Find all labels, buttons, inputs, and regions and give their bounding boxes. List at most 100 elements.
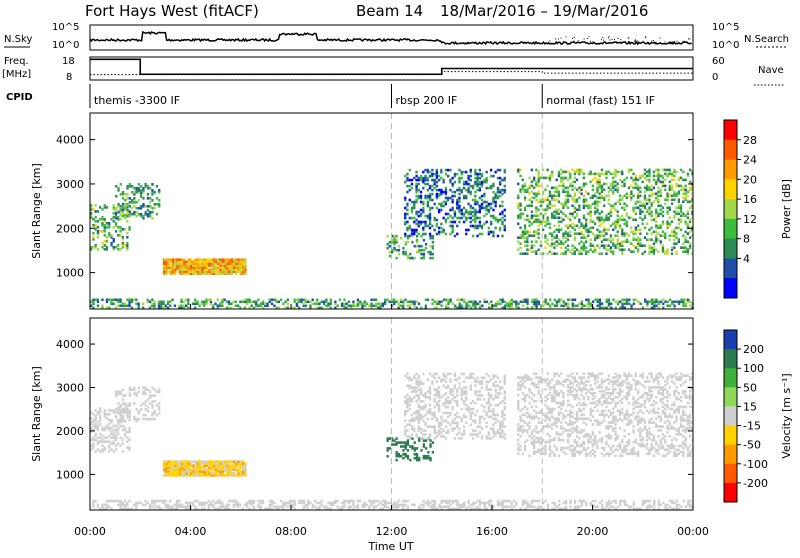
power-echo-cell bbox=[565, 195, 567, 198]
power-echo-cell bbox=[145, 183, 147, 186]
velocity-echo-cell bbox=[409, 404, 411, 407]
power-echo-cell bbox=[447, 217, 449, 220]
power-echo-cell bbox=[553, 187, 555, 190]
power-echo-cell bbox=[619, 203, 621, 206]
velocity-echo-cell bbox=[456, 394, 458, 397]
power-echo-cell bbox=[522, 185, 524, 188]
velocity-echo-cell bbox=[133, 392, 135, 395]
velocity-echo-cell bbox=[504, 437, 506, 440]
power-echo-cell bbox=[642, 219, 644, 222]
power-echo-cell bbox=[565, 231, 567, 234]
power-echo-cell bbox=[522, 305, 524, 308]
power-echo-cell bbox=[590, 205, 592, 208]
power-echo-cell bbox=[528, 185, 530, 188]
power-echo-cell bbox=[479, 197, 481, 200]
power-echo-cell bbox=[476, 201, 478, 204]
power-echo-cell bbox=[592, 244, 594, 247]
power-echo-cell bbox=[560, 203, 562, 206]
velocity-echo-cell bbox=[540, 449, 542, 452]
power-echo-cell bbox=[447, 213, 449, 216]
power-echo-cell bbox=[535, 215, 537, 218]
power-echo-cell bbox=[547, 238, 549, 241]
power-echo-cell bbox=[547, 252, 549, 255]
power-echo-cell bbox=[122, 236, 124, 239]
power-echo-cell bbox=[601, 169, 603, 172]
velocity-echo-cell bbox=[434, 406, 436, 409]
nsearch-point bbox=[584, 38, 585, 39]
power-echo-cell bbox=[474, 191, 476, 194]
velocity-echo-cell bbox=[547, 406, 549, 409]
power-echo-cell bbox=[445, 219, 447, 222]
velocity-echo-cell bbox=[427, 437, 429, 440]
power-echo-cell bbox=[99, 230, 101, 233]
power-echo-cell bbox=[461, 305, 463, 308]
velocity-echo-cell bbox=[97, 440, 99, 443]
velocity-echo-cell bbox=[549, 425, 551, 428]
velocity-echo-cell bbox=[145, 414, 147, 417]
velocity-echo-cell bbox=[120, 410, 122, 413]
power-echo-cell bbox=[434, 179, 436, 182]
nsearch-point bbox=[670, 41, 671, 42]
nsearch-point bbox=[635, 39, 636, 40]
velocity-echo-cell bbox=[235, 474, 237, 477]
power-echo-cell bbox=[596, 229, 598, 232]
velocity-echo-cell bbox=[409, 420, 411, 423]
power-echo-cell bbox=[149, 301, 151, 304]
power-echo-cell bbox=[492, 215, 494, 218]
power-echo-cell bbox=[409, 305, 411, 308]
velocity-echo-cell bbox=[560, 439, 562, 442]
velocity-echo-cell bbox=[445, 406, 447, 409]
power-echo-cell bbox=[95, 299, 97, 302]
power-echo-cell bbox=[348, 305, 350, 308]
power-echo-cell bbox=[560, 173, 562, 176]
velocity-echo-cell bbox=[115, 429, 117, 432]
power-echo-cell bbox=[456, 299, 458, 302]
power-echo-cell bbox=[662, 215, 664, 218]
power-echo-cell bbox=[484, 299, 486, 302]
velocity-echo-cell bbox=[429, 404, 431, 407]
power-echo-cell bbox=[499, 195, 501, 198]
power-echo-cell bbox=[352, 301, 354, 304]
power-echo-cell bbox=[370, 299, 372, 302]
power-echo-cell bbox=[549, 227, 551, 230]
velocity-echo-cell bbox=[133, 387, 135, 390]
power-echo-cell bbox=[461, 177, 463, 180]
power-echo-cell bbox=[535, 250, 537, 253]
power-echo-cell bbox=[533, 219, 535, 222]
power-echo-cell bbox=[133, 299, 135, 302]
power-echo-cell bbox=[603, 183, 605, 186]
power-echo-cell bbox=[569, 250, 571, 253]
power-echo-cell bbox=[454, 181, 456, 184]
power-echo-cell bbox=[567, 199, 569, 202]
velocity-echo-cell bbox=[558, 412, 560, 415]
power-echo-cell bbox=[504, 169, 506, 172]
power-echo-cell bbox=[567, 303, 569, 306]
power-echo-cell bbox=[438, 231, 440, 234]
power-echo-cell bbox=[120, 205, 122, 208]
power-echo-cell bbox=[501, 205, 503, 208]
velocity-echo-cell bbox=[208, 460, 210, 463]
velocity-echo-cell bbox=[490, 416, 492, 419]
power-echo-cell bbox=[176, 258, 178, 261]
power-echo-cell bbox=[108, 299, 110, 302]
power-echo-cell bbox=[626, 232, 628, 235]
power-echo-cell bbox=[538, 248, 540, 251]
power-echo-cell bbox=[605, 183, 607, 186]
power-echo-cell bbox=[411, 179, 413, 182]
power-echo-cell bbox=[592, 173, 594, 176]
power-echo-cell bbox=[599, 252, 601, 255]
velocity-echo-cell bbox=[440, 422, 442, 425]
velocity-echo-cell bbox=[610, 398, 612, 401]
velocity-echo-cell bbox=[136, 392, 138, 395]
power-echo-cell bbox=[497, 235, 499, 238]
power-echo-cell bbox=[594, 201, 596, 204]
power-echo-cell bbox=[635, 187, 637, 190]
velocity-echo-cell bbox=[108, 435, 110, 438]
velocity-echo-cell bbox=[551, 394, 553, 397]
velocity-echo-cell bbox=[594, 392, 596, 395]
velocity-echo-cell bbox=[222, 460, 224, 463]
power-echo-cell bbox=[617, 171, 619, 174]
velocity-echo-cell bbox=[533, 429, 535, 432]
velocity-echo-cell bbox=[578, 376, 580, 379]
power-echo-cell bbox=[486, 205, 488, 208]
